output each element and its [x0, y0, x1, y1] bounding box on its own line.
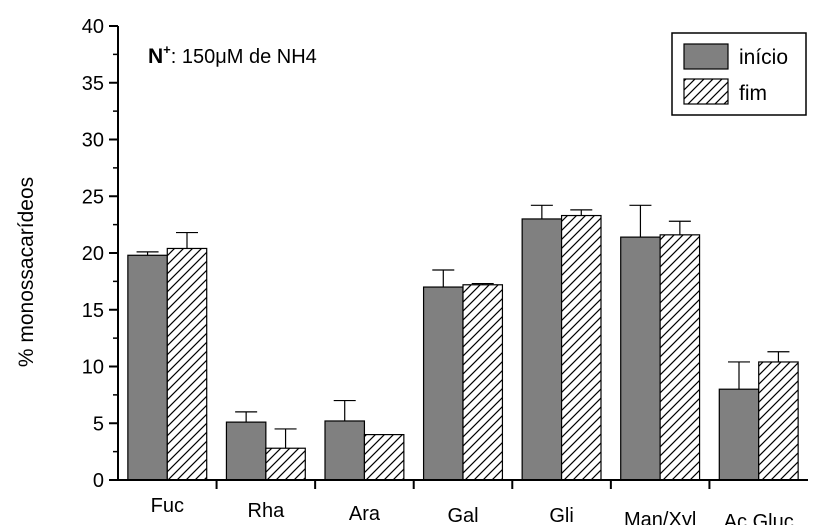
legend-swatch-inicio: [683, 43, 729, 70]
x-tick-label: Ac.Gluc: [724, 511, 794, 525]
bar-fim: [265, 447, 306, 481]
legend-swatch-fim: [683, 78, 729, 105]
legend: início fim: [671, 32, 807, 116]
bar-inicio: [620, 236, 661, 481]
bar-fim: [758, 361, 799, 481]
y-tick-label: 25: [82, 186, 104, 208]
y-tick-label: 10: [82, 357, 104, 379]
bar-inicio: [127, 254, 168, 481]
bar-fim: [363, 434, 405, 481]
y-axis-ticks: 0 5 10 15 20 25 30 35 40: [82, 16, 118, 492]
legend-label-fim: fim: [739, 82, 767, 105]
error-bars: [136, 204, 790, 449]
bar-fim: [462, 284, 504, 481]
legend-label-inicio: início: [739, 46, 788, 69]
x-tick-label: Fuc: [151, 495, 184, 517]
y-tick-label: 5: [93, 413, 104, 435]
y-tick-label: 15: [82, 300, 104, 322]
bar-inicio: [422, 286, 464, 481]
y-tick-label: 0: [93, 470, 104, 492]
x-tick-label: Man/Xyl: [624, 509, 696, 525]
y-tick-label: 35: [82, 73, 104, 95]
bar-inicio: [521, 218, 563, 481]
bar-fim: [166, 247, 208, 481]
annotation-bold: N: [148, 45, 163, 68]
bar-fim: [659, 234, 701, 481]
x-tick-label: Gal: [447, 505, 478, 525]
bar-inicio: [225, 421, 267, 481]
y-tick-label: 30: [82, 130, 104, 152]
bar-inicio: [324, 420, 366, 481]
y-axis-label: % monossacarídeos: [15, 177, 38, 367]
y-tick-label: 40: [82, 16, 104, 38]
x-tick-label: Gli: [549, 505, 573, 525]
y-tick-label: 20: [82, 243, 104, 265]
x-tick-label: Ara: [349, 503, 381, 525]
bars: [127, 214, 799, 481]
annotation: N+: 150μM de NH4: [148, 42, 317, 68]
bar-inicio: [718, 388, 760, 481]
x-tick-label: Rha: [248, 500, 286, 522]
x-axis-ticks: Fuc Rha Ara Gal Gli Man/Xyl Ac.Gluc: [151, 480, 794, 525]
annotation-text: : 150μM de NH4: [171, 46, 317, 68]
annotation-superscript: +: [163, 42, 171, 57]
bar-fim: [560, 214, 602, 481]
